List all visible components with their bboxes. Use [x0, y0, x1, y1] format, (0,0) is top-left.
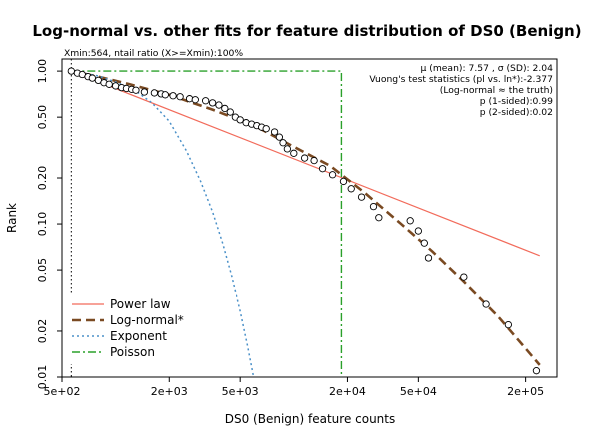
y-tick-label: 0.01 — [36, 365, 49, 390]
legend-label-exponent: Exponent — [110, 329, 167, 343]
x-tick-label: 5e+04 — [400, 385, 437, 398]
x-axis-label: DS0 (Benign) feature counts — [225, 412, 396, 426]
data-point — [177, 94, 183, 100]
x-tick-label: 5e+03 — [222, 385, 259, 398]
data-point — [505, 321, 511, 327]
data-point — [133, 87, 139, 93]
y-tick-label: 0.10 — [36, 212, 49, 237]
data-point — [227, 109, 233, 115]
data-point — [348, 186, 354, 192]
data-point — [237, 117, 243, 123]
data-point — [376, 215, 382, 221]
chart-legend: Power law Log-normal* Exponent Poisson — [66, 294, 236, 364]
data-point — [162, 92, 168, 98]
data-point — [202, 98, 208, 104]
data-point — [209, 100, 215, 106]
x-tick-label: 2e+04 — [329, 385, 366, 398]
data-point — [89, 75, 95, 81]
data-point — [329, 172, 335, 178]
y-tick-label: 0.02 — [36, 319, 49, 344]
data-point — [170, 93, 176, 99]
y-tick-label: 0.50 — [36, 105, 49, 130]
data-point — [291, 150, 297, 156]
data-point — [216, 102, 222, 108]
stats-line-3: (Log-normal ≈ the truth) — [440, 85, 553, 96]
data-point — [415, 228, 421, 234]
stats-line-1: μ (mean): 7.57 , σ (SD): 2.04 — [420, 63, 553, 74]
y-tick-label: 1.00 — [36, 59, 49, 84]
data-point — [407, 218, 413, 224]
x-tick-label: 5e+02 — [44, 385, 81, 398]
data-point — [276, 134, 282, 140]
legend-label-power-law: Power law — [110, 297, 171, 311]
stats-annotation: μ (mean): 7.57 , σ (SD): 2.04 Vuong's te… — [369, 63, 553, 118]
data-point — [112, 83, 118, 89]
data-point — [301, 155, 307, 161]
data-point — [421, 240, 427, 246]
data-point — [311, 157, 317, 163]
data-point — [192, 97, 198, 103]
legend-label-lognormal: Log-normal* — [110, 313, 184, 327]
data-point — [151, 90, 157, 96]
data-point — [263, 126, 269, 132]
y-tick-label: 0.20 — [36, 166, 49, 191]
data-point — [461, 274, 467, 280]
data-point — [358, 194, 364, 200]
data-point — [106, 81, 112, 87]
data-point — [271, 129, 277, 135]
data-point — [533, 367, 539, 373]
data-point — [280, 140, 286, 146]
stats-line-5: p (2-sided):0.02 — [480, 107, 553, 118]
xmin-note: Xmin:564, ntail ratio (X>=Xmin):100% — [64, 48, 243, 59]
y-axis-label: Rank — [5, 203, 19, 233]
data-point — [284, 146, 290, 152]
data-point — [68, 68, 74, 74]
data-point — [425, 255, 431, 261]
stats-line-4: p (1-sided):0.99 — [480, 96, 553, 107]
data-point — [340, 178, 346, 184]
data-point — [319, 166, 325, 172]
chart-title: Log-normal vs. other fits for feature di… — [32, 22, 581, 40]
x-tick-label: 2e+03 — [151, 385, 188, 398]
power-law-fit-line — [71, 71, 539, 256]
stats-line-2: Vuong's test statistics (pl vs. ln*):-2.… — [369, 74, 553, 85]
data-point — [483, 301, 489, 307]
data-point — [370, 203, 376, 209]
legend-label-poisson: Poisson — [110, 345, 155, 359]
y-tick-label: 0.05 — [36, 258, 49, 283]
x-tick-label: 2e+05 — [507, 385, 544, 398]
data-point — [141, 89, 147, 95]
